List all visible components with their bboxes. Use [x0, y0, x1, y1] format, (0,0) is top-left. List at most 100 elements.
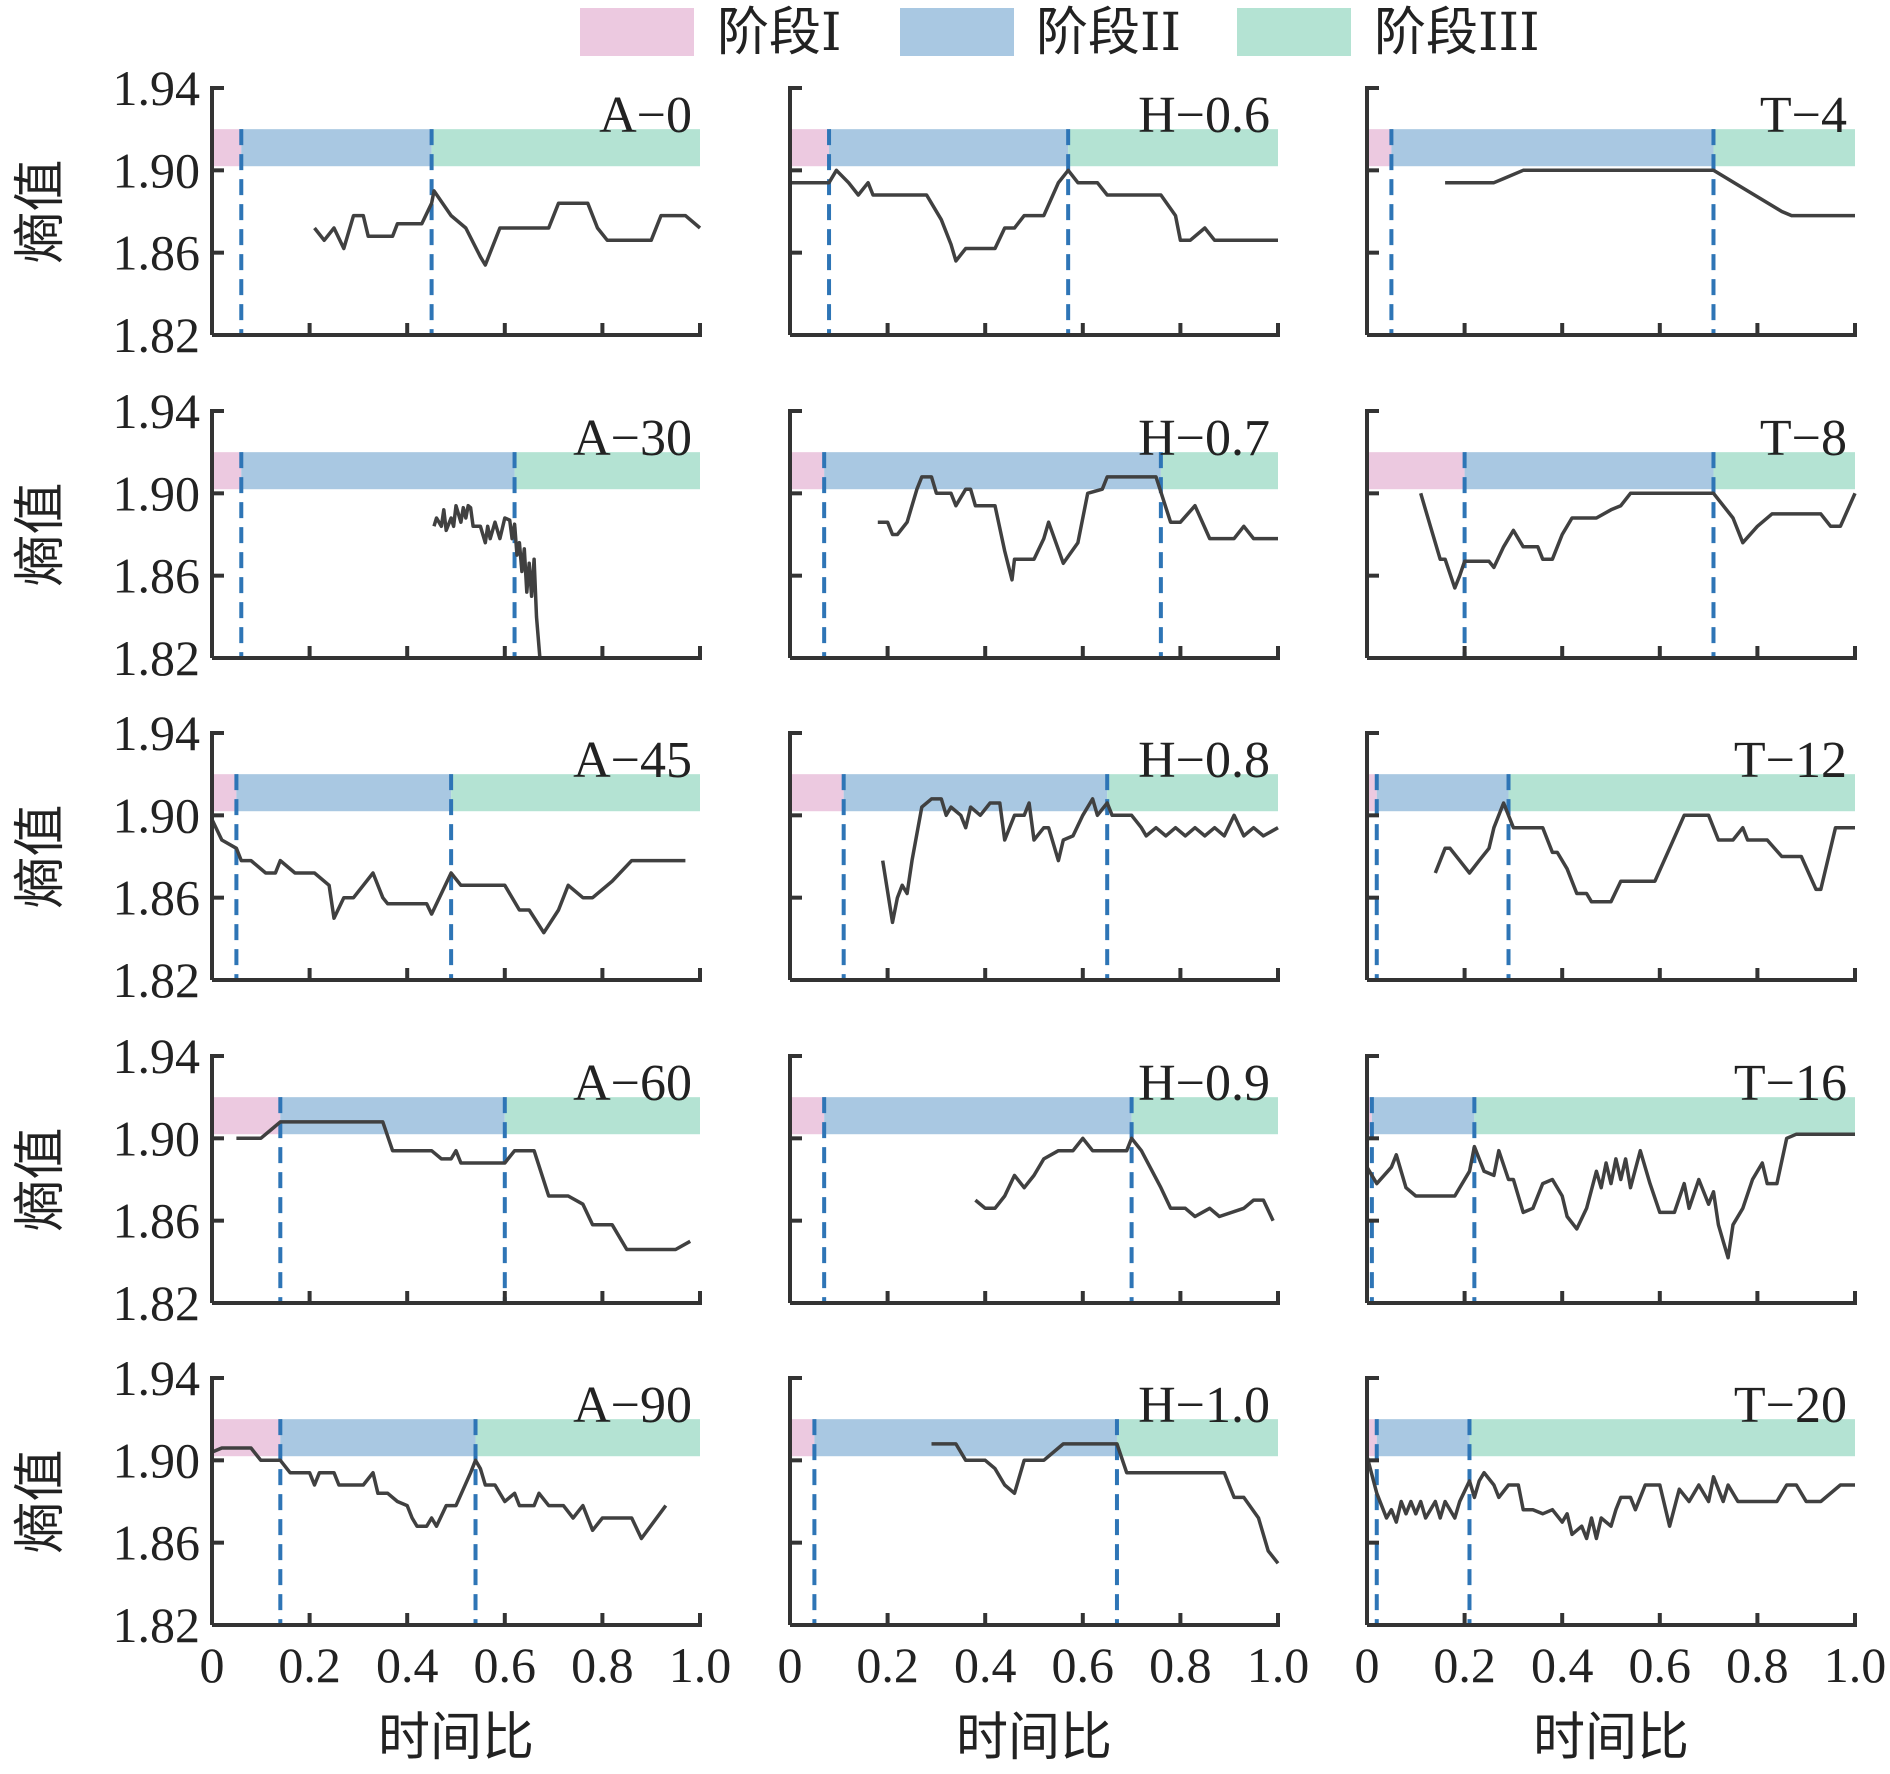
stage-2-band	[1376, 774, 1509, 812]
entropy-line	[974, 1136, 1275, 1222]
panel-1: 1.94 1.90 1.86 1.82 熵值 A−0	[11, 60, 702, 363]
stage-1-band	[212, 774, 237, 812]
stage-3-band	[1160, 452, 1278, 490]
y-tick-label: 1.94	[113, 705, 201, 761]
x-tick-label: 0	[200, 1637, 225, 1693]
y-tick-label: 1.94	[113, 1028, 201, 1084]
panel-label: A−90	[573, 1377, 692, 1434]
panel-13: 1.94 1.90 1.86 1.82 熵值 0 0.2 0.4 0.6 0.8 1.0 时间比 A−9…	[11, 1350, 731, 1768]
x-tick-label: 0.8	[571, 1637, 634, 1693]
entropy-line	[1433, 801, 1855, 904]
x-tick-label: 0	[778, 1637, 803, 1693]
panel-10: 1.94 1.90 1.86 1.82 熵值 A−60	[11, 1028, 702, 1331]
stage-1-band	[790, 1419, 815, 1457]
stage-1-band	[1367, 452, 1465, 490]
stage-2-band	[814, 1419, 1117, 1457]
panel-label: T−12	[1734, 732, 1847, 789]
panel-label: H−0.8	[1138, 732, 1270, 789]
panel-label: T−4	[1760, 87, 1847, 144]
x-tick-label: 1.0	[1824, 1637, 1887, 1693]
stage-3-band	[1068, 129, 1278, 167]
panel-label: A−60	[573, 1055, 692, 1112]
entropy-line	[211, 1446, 668, 1541]
x-tick-label: 0.8	[1726, 1637, 1789, 1693]
stage-2-band	[824, 452, 1161, 490]
legend-swatch-1	[580, 8, 694, 56]
x-tick-label: 0.4	[376, 1637, 439, 1693]
y-tick-label: 1.86	[113, 1193, 201, 1249]
entropy-line	[313, 189, 702, 267]
entropy-line	[880, 797, 1279, 925]
x-tick-label: 0	[1355, 1637, 1380, 1693]
legend-swatch-2	[900, 8, 1014, 56]
panel-label: A−45	[573, 732, 692, 789]
stage-3-band	[1469, 1419, 1855, 1457]
stage-2-band	[843, 774, 1108, 812]
stage-1-band	[1367, 1419, 1377, 1457]
stage-3-band	[514, 452, 700, 490]
stage-3-band	[475, 1419, 700, 1457]
y-tick-label: 1.82	[113, 307, 201, 363]
x-tick-label: 0.2	[1433, 1637, 1496, 1693]
stage-1-band	[1367, 1097, 1372, 1135]
panel-6: T−8	[1365, 409, 1857, 660]
y-tick-label: 1.90	[113, 142, 201, 198]
stage-1-band	[790, 452, 825, 490]
stage-2-band	[1391, 129, 1714, 167]
stage-2-band	[824, 1097, 1132, 1135]
y-tick-label: 1.82	[113, 1275, 201, 1331]
y-axis-title: 熵值	[11, 159, 71, 263]
panel-label: H−0.6	[1138, 87, 1270, 144]
x-tick-label: 0.4	[954, 1637, 1017, 1693]
stage-3-band	[1713, 452, 1855, 490]
x-tick-label: 0.2	[278, 1637, 341, 1693]
stage-2-band	[236, 774, 452, 812]
entropy-line	[931, 1442, 1280, 1565]
panel-12: T−16	[1365, 1054, 1857, 1305]
panel-label: A−30	[573, 410, 692, 467]
y-axis-title: 熵值	[11, 1127, 71, 1231]
panel-label: T−20	[1734, 1377, 1847, 1434]
panel-label: A−0	[599, 87, 692, 144]
stage-2-band	[829, 129, 1069, 167]
legend: 阶段I 阶段II 阶段III	[580, 3, 1540, 63]
y-tick-label: 1.94	[113, 1350, 201, 1406]
stage-1-band	[790, 1097, 825, 1135]
panel-5: H−0.7	[788, 409, 1280, 660]
panel-4: 1.94 1.90 1.86 1.82 熵值 A−30	[11, 383, 702, 686]
x-tick-label: 0.6	[474, 1637, 537, 1693]
stage-1-band	[790, 129, 830, 167]
panel-label: T−8	[1760, 410, 1847, 467]
stage-2-band	[1464, 452, 1714, 490]
entropy-line	[210, 818, 686, 935]
y-tick-label: 1.90	[113, 1110, 201, 1166]
y-tick-label: 1.90	[113, 787, 201, 843]
stage-1-band	[212, 129, 242, 167]
panel-15: 0 0.2 0.4 0.6 0.8 1.0 时间比 T−20	[1355, 1376, 1887, 1768]
x-tick-label: 0.8	[1149, 1637, 1212, 1693]
stage-3-band	[1508, 774, 1855, 812]
y-tick-label: 1.82	[113, 952, 201, 1008]
entropy-line	[1365, 1455, 1855, 1541]
panel-8: H−0.8	[788, 731, 1280, 982]
entropy-line	[1445, 168, 1855, 218]
panel-7: 1.94 1.90 1.86 1.82 熵值 A−45	[11, 705, 702, 1008]
stage-3-band	[1116, 1419, 1278, 1457]
entropy-line	[432, 503, 542, 659]
stage-2-band	[241, 452, 515, 490]
y-axis-title: 熵值	[11, 804, 71, 908]
stage-3-band	[1131, 1097, 1278, 1135]
stage-3-band	[504, 1097, 700, 1135]
stage-3-band	[1713, 129, 1855, 167]
y-tick-label: 1.86	[113, 1515, 201, 1571]
panel-3: T−4	[1365, 86, 1857, 337]
stage-1-band	[1367, 129, 1392, 167]
stage-2-band	[1376, 1419, 1470, 1457]
stage-3-band	[1474, 1097, 1855, 1135]
entropy-line	[1365, 1132, 1855, 1260]
y-tick-label: 1.94	[113, 383, 201, 439]
stage-1-band	[212, 452, 242, 490]
y-tick-label: 1.86	[113, 870, 201, 926]
